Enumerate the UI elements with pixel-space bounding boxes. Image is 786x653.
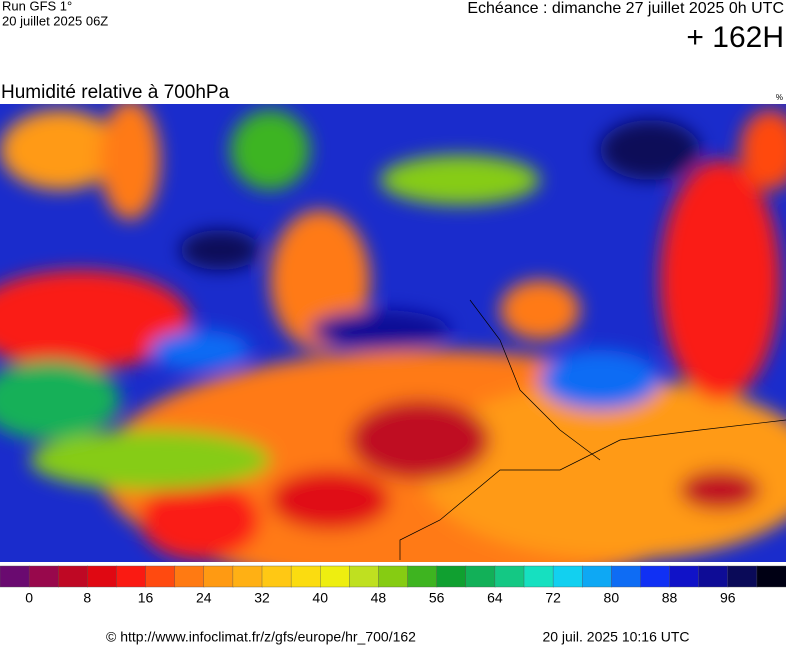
- lead-time: + 162H: [686, 21, 784, 54]
- color-swatch: [378, 565, 409, 588]
- colorbar-label: 72: [545, 590, 561, 606]
- valid-time: Echéance : dimanche 27 juillet 2025 0h U…: [467, 0, 784, 17]
- color-swatch: [494, 565, 525, 588]
- colorbar-label: 40: [312, 590, 328, 606]
- color-swatch: [116, 565, 147, 588]
- color-swatch: [523, 565, 554, 588]
- color-swatch: [407, 565, 438, 588]
- color-swatch: [145, 565, 176, 588]
- colorbar-label: 0: [25, 590, 33, 606]
- color-swatch: [174, 565, 205, 588]
- color-swatch: [756, 565, 786, 588]
- run-date: 20 juillet 2025 06Z: [2, 13, 108, 28]
- colorbar-label: 8: [83, 590, 91, 606]
- map-title: Humidité relative à 700hPa: [1, 82, 230, 103]
- colorbar-label: 24: [196, 590, 212, 606]
- humidity-map: [0, 104, 786, 562]
- unit: %: [776, 93, 783, 102]
- color-swatch: [727, 565, 758, 588]
- generated-time: 20 juil. 2025 10:16 UTC: [542, 629, 689, 645]
- color-swatch: [290, 565, 321, 588]
- color-swatch: [203, 565, 234, 588]
- color-swatch: [349, 565, 380, 588]
- colorbar-label: 64: [487, 590, 503, 606]
- color-swatch: [87, 565, 118, 588]
- color-swatch: [640, 565, 671, 588]
- source: © http://www.infoclimat.fr/z/gfs/europe/…: [106, 629, 416, 645]
- color-swatch: [465, 565, 496, 588]
- colorbar-label: 96: [720, 590, 736, 606]
- color-swatch: [582, 565, 613, 588]
- color-swatch: [28, 565, 59, 588]
- color-swatch: [261, 565, 292, 588]
- color-swatch: [232, 565, 263, 588]
- colorbar-label: 80: [604, 590, 620, 606]
- color-swatch: [436, 565, 467, 588]
- colorbar-label: 16: [138, 590, 154, 606]
- color-swatch: [320, 565, 351, 588]
- color-swatch: [552, 565, 583, 588]
- colorbar: 0 8 16 24 32 40 48 56 64 72 80 88 96: [0, 565, 786, 606]
- colorbar-label: 88: [662, 590, 678, 606]
- run-label: Run GFS 1°: [2, 0, 72, 13]
- colorbar-label: 48: [371, 590, 387, 606]
- color-swatch: [611, 565, 642, 588]
- color-swatch: [58, 565, 89, 588]
- color-swatch: [669, 565, 700, 588]
- color-swatch: [0, 565, 30, 588]
- color-swatch: [698, 565, 729, 588]
- colorbar-label: 56: [429, 590, 445, 606]
- colorbar-label: 32: [254, 590, 270, 606]
